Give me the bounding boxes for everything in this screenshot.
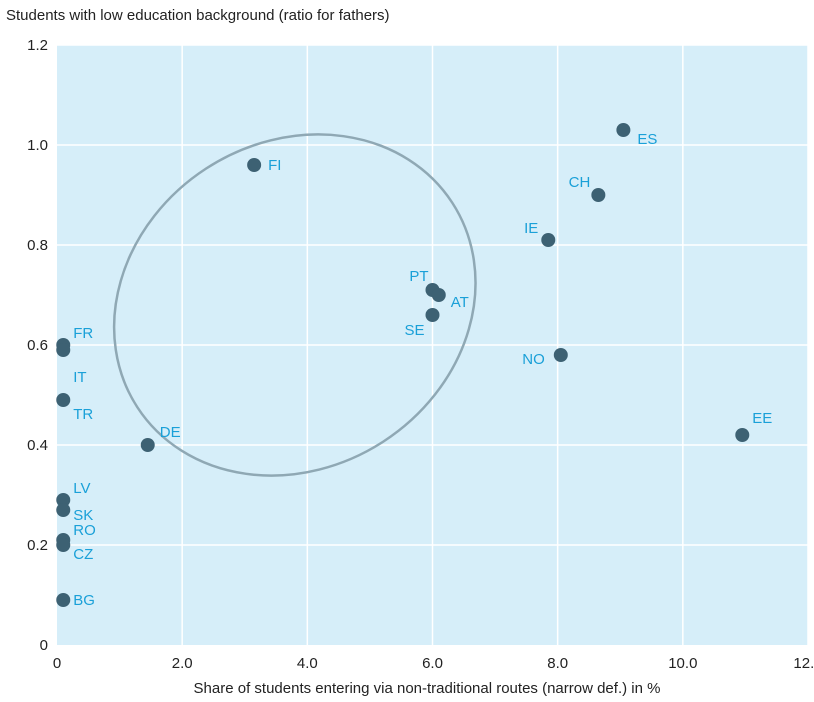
y-axis-ticks: 0 0.2 0.4 0.6 0.8 1.0 1.2 [27, 37, 48, 654]
data-point-cz [56, 538, 71, 552]
x-tick-label: 12.0 [793, 655, 814, 672]
data-point-bg [56, 593, 71, 607]
data-point-fi [247, 158, 262, 172]
data-point-de [140, 438, 155, 452]
x-axis-ticks: 0 2.0 4.0 6.0 8.0 10.0 12.0 [53, 655, 814, 672]
point-label-at: AT [451, 294, 469, 311]
point-label-ro: RO [73, 522, 96, 539]
x-tick-label: 6.0 [422, 655, 443, 672]
x-tick-label: 4.0 [297, 655, 318, 672]
point-label-pt: PT [409, 268, 428, 285]
grid-lines [57, 44, 809, 645]
y-tick-label: 0.4 [27, 437, 48, 454]
data-point-no [553, 348, 568, 362]
data-point-es [616, 123, 631, 137]
point-label-tr: TR [73, 406, 93, 423]
y-tick-label: 1.2 [27, 37, 48, 54]
y-tick-label: 0 [40, 637, 48, 654]
point-label-it: IT [73, 369, 86, 386]
y-tick-label: 0.2 [27, 537, 48, 554]
y-tick-label: 1.0 [27, 137, 48, 154]
data-point-ee [735, 428, 750, 442]
chart-title: Students with low education background (… [6, 7, 390, 24]
point-label-bg: BG [73, 592, 95, 609]
x-axis-label: Share of students entering via non-tradi… [193, 680, 661, 697]
point-label-cz: CZ [73, 546, 93, 563]
point-label-se: SE [404, 322, 424, 339]
data-point-tr [56, 393, 71, 407]
highlight-ellipse [112, 133, 477, 477]
point-label-sk: SK [73, 507, 93, 524]
point-label-de: DE [160, 424, 181, 441]
data-point-at [431, 288, 446, 302]
point-label-ch: CH [569, 174, 591, 191]
point-label-no: NO [522, 351, 545, 368]
y-tick-label: 0.8 [27, 237, 48, 254]
data-points [56, 123, 750, 607]
data-point-it [56, 343, 71, 357]
x-tick-label: 10.0 [668, 655, 697, 672]
data-point-lv [56, 493, 71, 507]
data-point-sk [56, 503, 71, 517]
y-tick-label: 0.6 [27, 337, 48, 354]
point-label-lv: LV [73, 480, 90, 497]
highlight-ellipse-layer [112, 133, 477, 477]
data-point-ie [541, 233, 556, 247]
point-label-ee: EE [752, 410, 772, 427]
point-label-ie: IE [524, 220, 538, 237]
data-point-ch [591, 188, 606, 202]
x-tick-label: 0 [53, 655, 61, 672]
x-tick-label: 8.0 [547, 655, 568, 672]
point-label-fi: FI [268, 157, 281, 174]
point-label-es: ES [637, 131, 657, 148]
x-tick-label: 2.0 [172, 655, 193, 672]
point-label-fr: FR [73, 325, 93, 342]
data-point-se [425, 308, 440, 322]
